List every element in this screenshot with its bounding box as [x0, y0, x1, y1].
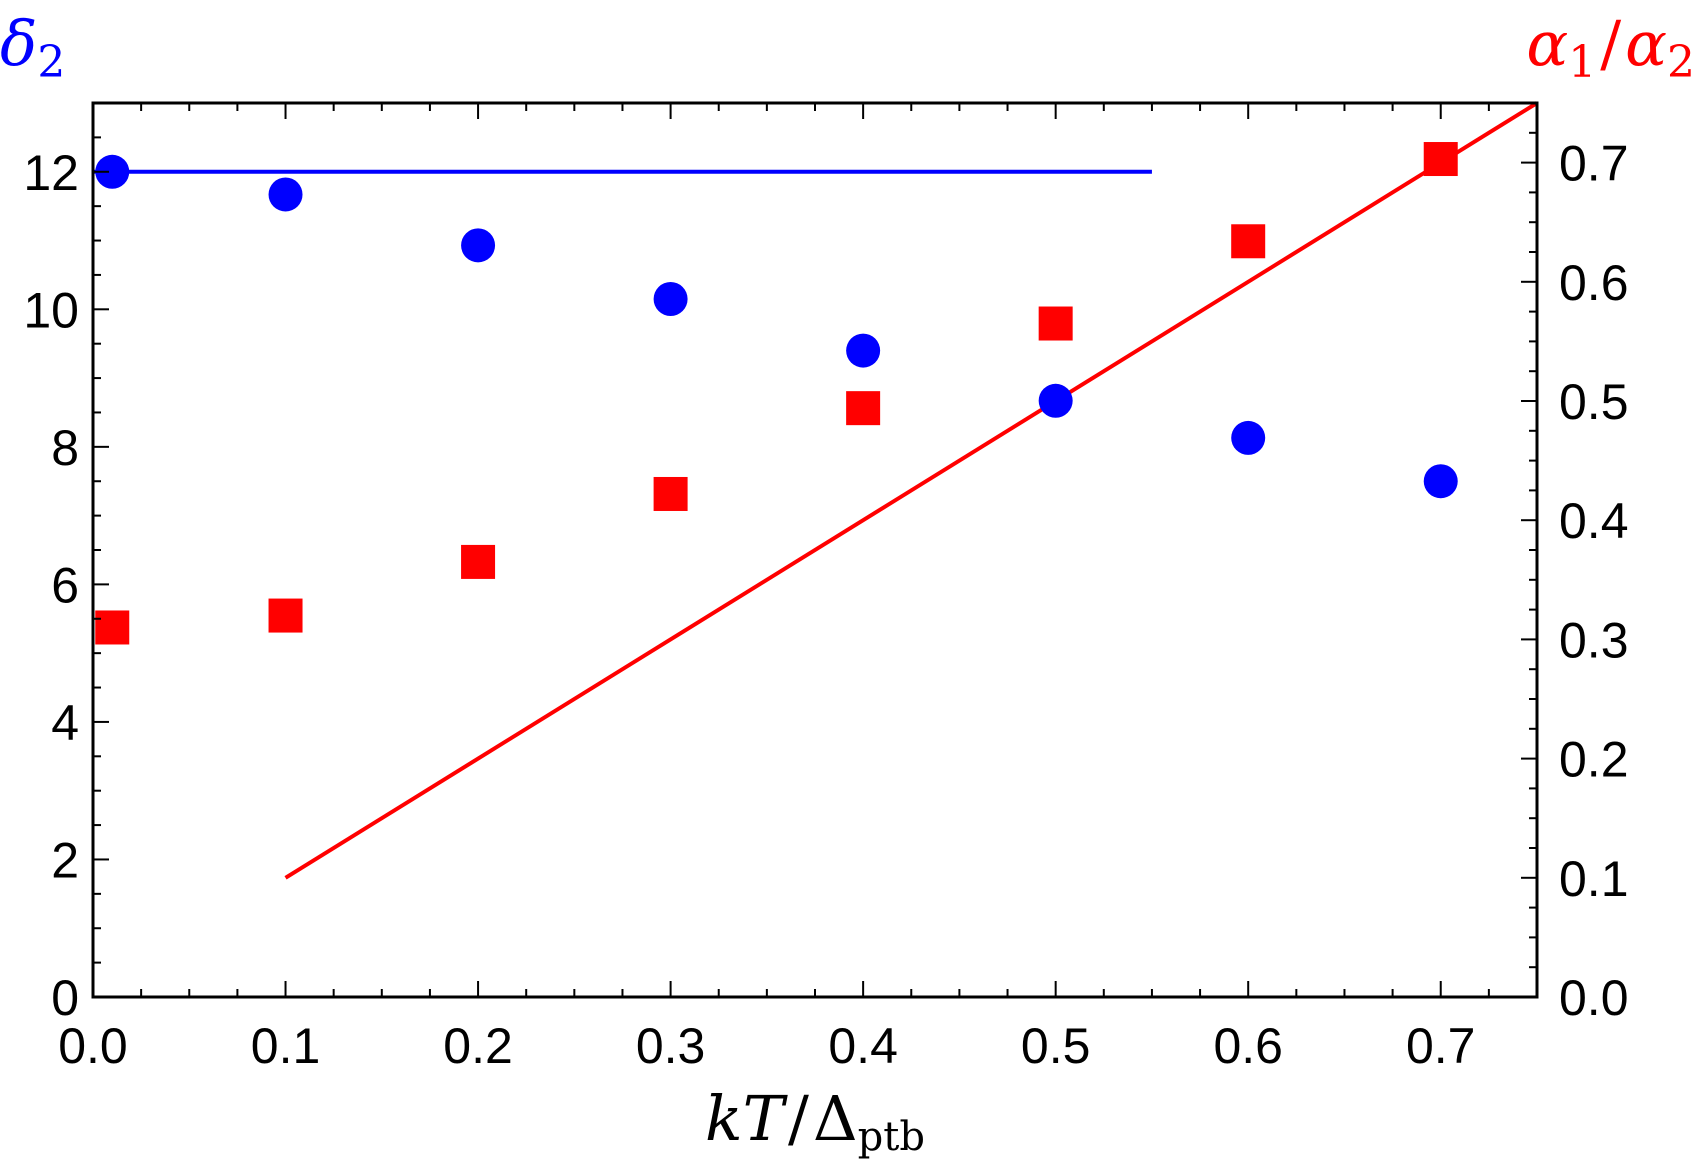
- y-left-tick-label: 12: [23, 145, 79, 201]
- delta2-point: [1423, 464, 1458, 499]
- delta2-point: [95, 154, 130, 189]
- alpha-ratio-point: [461, 544, 496, 579]
- x-tick-label: 0.0: [58, 1018, 128, 1074]
- x-tick-label: 0.2: [443, 1018, 513, 1074]
- tick-labels: 0.0 0.1 0.2 0.3 0.4 0.5 0.6 0.7 0 2 4 6 8 10 12 0.0 0.1 0…: [23, 136, 1628, 1074]
- data-markers: [95, 142, 1458, 645]
- left-axis-subscript: 2: [37, 37, 65, 88]
- delta2-point: [1231, 420, 1266, 455]
- right-axis-subscript-2: 2: [1667, 37, 1695, 88]
- x-axis-subscript: ptb: [858, 1114, 925, 1159]
- delta2-point: [846, 333, 881, 368]
- right-axis-subscript-1: 1: [1568, 37, 1596, 88]
- alpha-ratio-point: [95, 610, 130, 645]
- alpha-ratio-point: [268, 598, 303, 633]
- x-tick-label: 0.3: [636, 1018, 706, 1074]
- x-tick-label: 0.4: [828, 1018, 898, 1074]
- x-tick-label: 0.5: [1021, 1018, 1091, 1074]
- y-left-tick-label: 2: [51, 832, 79, 888]
- left-axis-symbol: δ: [0, 7, 37, 80]
- alpha-ratio-point: [1423, 142, 1458, 177]
- y-left-tick-label: 6: [51, 557, 79, 613]
- axis-ticks: [92, 102, 1538, 998]
- x-tick-label: 0.1: [251, 1018, 321, 1074]
- right-axis-title: α1/α2: [1526, 7, 1695, 88]
- y-left-tick-label: 0: [51, 970, 79, 1026]
- y-right-tick-label: 0.0: [1559, 970, 1629, 1026]
- y-right-tick-label: 0.7: [1559, 136, 1629, 192]
- y-left-tick-label: 8: [51, 420, 79, 476]
- right-axis-symbol-2: α: [1625, 7, 1667, 80]
- delta2-point: [268, 177, 303, 212]
- x-axis-title: kT/Δptb: [705, 1082, 925, 1159]
- delta2-point: [461, 228, 496, 263]
- y-right-tick-label: 0.4: [1559, 493, 1629, 549]
- left-axis-title: δ2: [0, 7, 65, 88]
- y-right-tick-label: 0.6: [1559, 255, 1629, 311]
- alpha-ratio-point: [846, 391, 881, 426]
- y-left-tick-label: 10: [23, 282, 79, 338]
- x-axis-variable: kT: [705, 1082, 789, 1155]
- delta2-point: [653, 281, 688, 316]
- right-axis-symbol-1: α: [1526, 7, 1568, 80]
- x-axis-symbol: Δ: [813, 1082, 858, 1155]
- alpha-ratio-point: [653, 476, 688, 511]
- x-axis-slash: /: [788, 1082, 809, 1155]
- y-right-tick-label: 0.1: [1559, 851, 1629, 907]
- y-right-tick-label: 0.2: [1559, 732, 1629, 788]
- alpha-ratio-point: [1231, 224, 1266, 259]
- x-tick-label: 0.6: [1213, 1018, 1283, 1074]
- alpha-ratio-fit-line: [284, 101, 1539, 880]
- delta2-point: [1038, 383, 1073, 418]
- fit-lines: [93, 101, 1539, 880]
- alpha-ratio-point: [1038, 306, 1073, 341]
- y-left-tick-label: 4: [51, 695, 79, 751]
- x-tick-label: 0.7: [1406, 1018, 1476, 1074]
- y-right-tick-label: 0.5: [1559, 374, 1629, 430]
- right-axis-slash: /: [1600, 7, 1621, 80]
- y-right-tick-label: 0.3: [1559, 612, 1629, 668]
